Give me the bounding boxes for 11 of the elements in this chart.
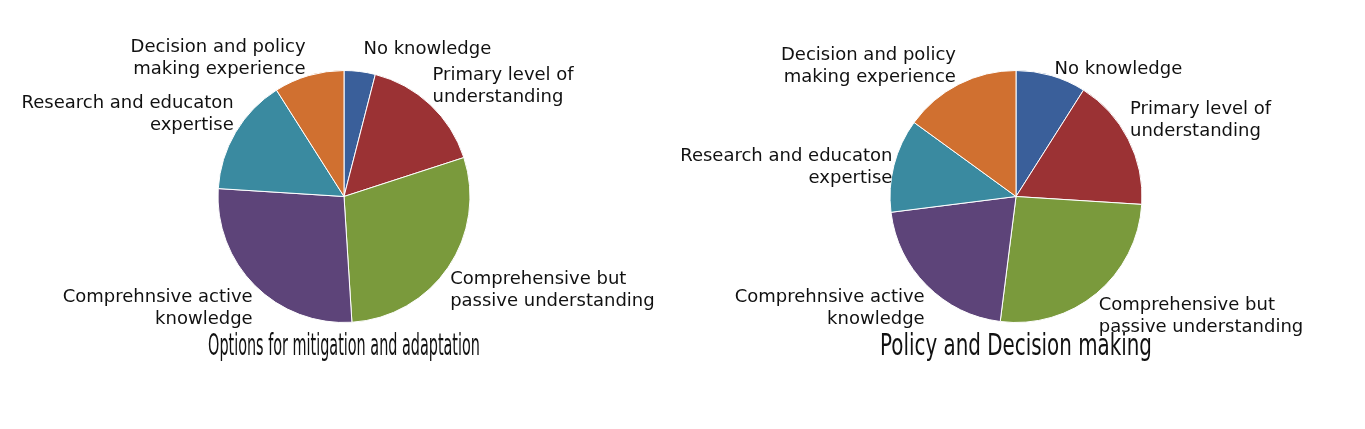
slice-label: Primary level of understanding xyxy=(432,63,575,107)
slice-label: Comprehnsive active knowledge xyxy=(734,284,925,328)
slice-label: Research and educaton expertise xyxy=(21,90,234,134)
slice-label: Decision and policy making experience xyxy=(781,43,957,87)
slice-label: Primary level of understanding xyxy=(1130,97,1272,141)
slice-label: Comprehensive but passive understanding xyxy=(450,266,655,310)
slice-label: Comprehnsive active knowledge xyxy=(62,284,253,328)
slice-label: Decision and policy making experience xyxy=(130,34,306,78)
slice-label: No knowledge xyxy=(1054,56,1183,78)
slice-label: Research and educaton expertise xyxy=(680,143,893,187)
slice-label: No knowledge xyxy=(363,36,492,58)
